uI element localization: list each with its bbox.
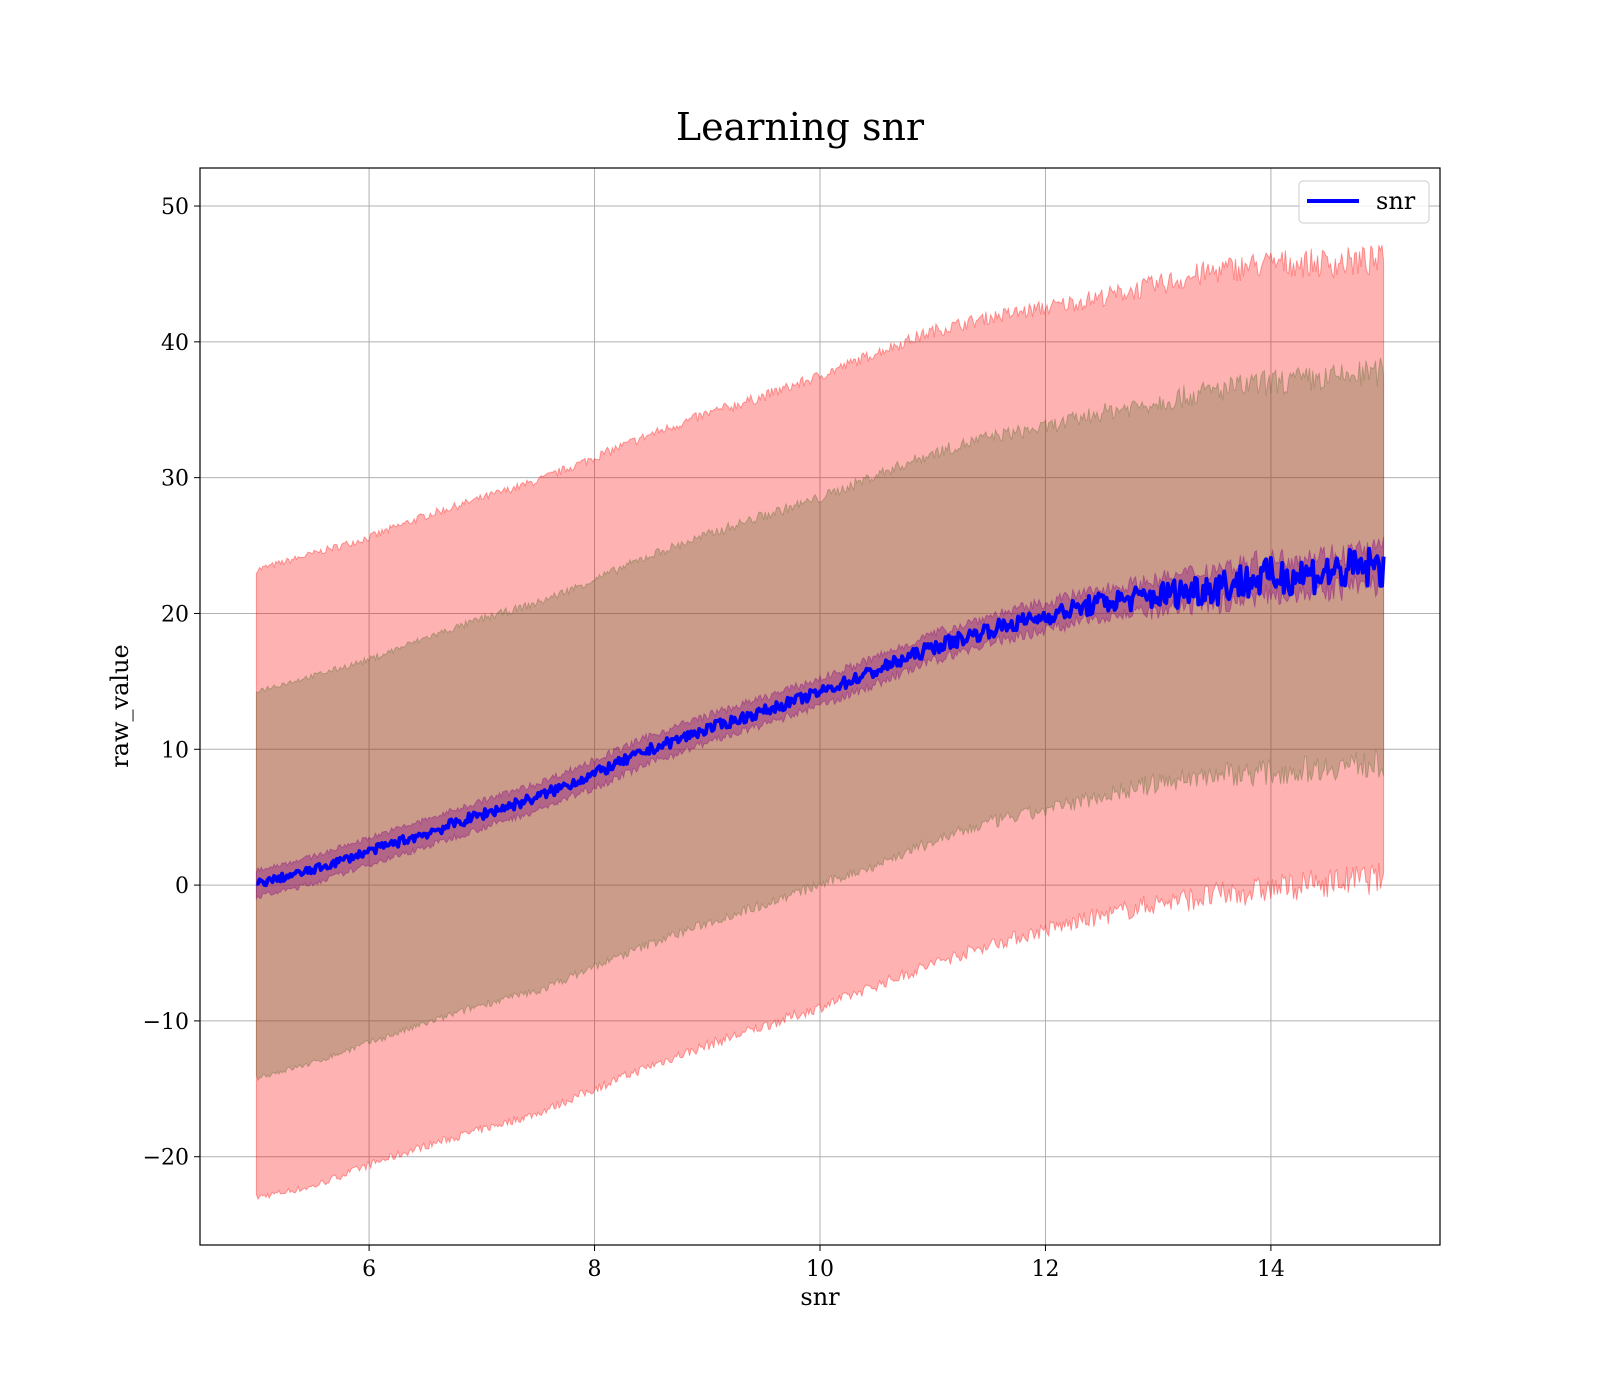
x-tick-label-1: 8: [588, 1257, 602, 1282]
y-tick-label-4: 20: [161, 602, 189, 627]
x-tick-label-2: 10: [806, 1257, 834, 1282]
y-tick-label-7: 50: [161, 195, 189, 220]
series-line-snr: [256, 546, 1386, 888]
chart-title: Learning snr: [676, 105, 925, 149]
legend-entry-snr: snr: [1376, 187, 1416, 215]
confidence-band-1: [255, 357, 1385, 1082]
x-tick-label-3: 12: [1031, 1257, 1059, 1282]
x-ticks: 6 8 10 12 14: [362, 1245, 1285, 1282]
x-tick-label-0: 6: [362, 1257, 376, 1282]
x-axis-label: snr: [800, 1283, 840, 1311]
y-tick-label-3: 10: [161, 738, 189, 763]
y-tick-label-0: −20: [143, 1146, 189, 1171]
legend-box: [1298, 180, 1430, 224]
y-ticks: −20 −10 0 10 20 30 40 50: [143, 195, 200, 1171]
lines: [256, 546, 1386, 888]
y-tick-label-5: 30: [161, 467, 189, 492]
y-tick-label-6: 40: [161, 331, 189, 356]
y-tick-label-1: −10: [143, 1010, 189, 1035]
x-tick-label-4: 14: [1257, 1257, 1285, 1282]
y-tick-label-2: 0: [175, 874, 189, 899]
y-axis-label: raw_value: [106, 644, 134, 768]
grid: [200, 168, 1440, 1245]
legend: snr: [1298, 180, 1430, 224]
bands: [255, 245, 1385, 1201]
confidence-band-0: [255, 245, 1385, 1201]
